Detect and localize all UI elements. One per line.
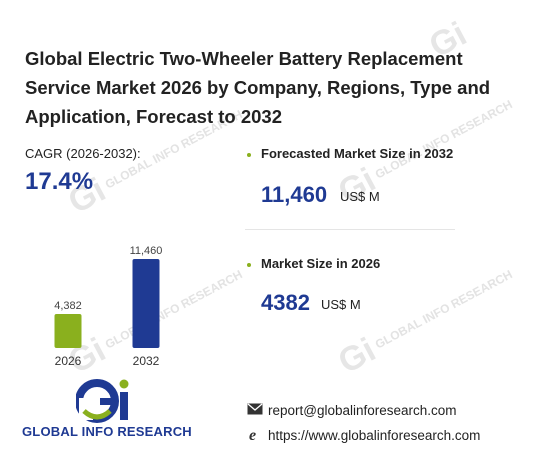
report-title: Global Electric Two-Wheeler Battery Repl… [25,48,491,127]
data-label-2026: 4,382 [54,300,82,312]
bullet-dot-icon [247,263,251,267]
current-unit: US$ M [321,297,361,312]
category-label-2032: 2032 [133,354,160,368]
svg-text:e: e [249,427,256,442]
divider [245,229,455,230]
category-label-2026: 2026 [55,354,82,368]
browser-e-icon: e [249,427,256,442]
bullet-dot-icon [247,153,251,157]
data-label-2032: 11,460 [130,245,163,257]
gi-logo-icon [76,379,129,423]
current-label: Market Size in 2026 [261,256,381,271]
market-size-bar-chart: 4,382 2026 11,460 2032 [54,245,163,368]
forecast-unit: US$ M [340,189,380,204]
logo-text: GLOBAL INFO RESEARCH [22,424,192,439]
cagr-label: CAGR (2026-2032): [25,146,141,161]
envelope-icon [247,403,263,415]
current-value: 4382 [261,290,310,315]
forecast-label: Forecasted Market Size in 2032 [261,146,454,161]
bar-2032 [132,259,160,348]
watermark: GiGLOBAL INFO RESEARCH [332,267,515,382]
contact-website[interactable]: https://www.globalinforesearch.com [268,428,481,443]
contact-email[interactable]: report@globalinforesearch.com [268,403,457,418]
cagr-value: 17.4% [25,168,94,195]
forecast-value: 11,460 [261,182,328,207]
bar-2026 [54,313,82,348]
